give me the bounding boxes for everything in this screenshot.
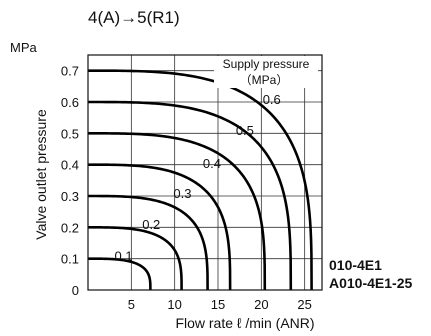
- curve-supply-0.3: [88, 194, 209, 291]
- y-axis-unit: MPa: [10, 40, 38, 55]
- y-tick-label: 0.2: [61, 220, 79, 235]
- y-tick-label: 0.3: [61, 189, 79, 204]
- legend-title: Supply pressure: [223, 57, 310, 71]
- x-tick-label: 10: [167, 297, 181, 312]
- x-tick-label: 5: [128, 297, 135, 312]
- y-tick-label: 0.4: [61, 158, 79, 173]
- y-axis-label: Valve outlet pressure: [33, 109, 49, 240]
- curve-label-0.5: 0.5: [236, 123, 254, 138]
- y-tick-label: 0: [72, 283, 79, 298]
- curve-label-0.1: 0.1: [114, 249, 132, 264]
- series-labels: 0.10.20.30.40.50.60.7: [114, 59, 307, 264]
- tick-labels: 5 10 15 20 25 0 0.1 0.2 0.3 0.4 0.5 0.6 0.7: [61, 64, 312, 312]
- curve-label-0.2: 0.2: [142, 217, 160, 232]
- model-number-2: A010-4E1-25: [329, 275, 412, 291]
- model-number-1: 010-4E1: [329, 257, 382, 273]
- legend: Supply pressure （MPa）: [214, 56, 318, 88]
- x-tick-label: 20: [254, 297, 268, 312]
- curve-label-0.4: 0.4: [203, 156, 221, 171]
- series-curves: [88, 69, 313, 291]
- curve-supply-0.5: [88, 132, 267, 291]
- curve-label-0.6: 0.6: [263, 92, 281, 107]
- y-tick-label: 0.7: [61, 64, 79, 79]
- plot-frame: [87, 54, 323, 291]
- y-tick-label: 0.1: [61, 252, 79, 267]
- x-tick-label: 25: [297, 297, 311, 312]
- curve-supply-0.4: [88, 163, 232, 291]
- x-axis-label: Flow rate ℓ /min (ANR): [175, 315, 314, 331]
- curve-supply-0.2: [88, 226, 183, 291]
- curve-supply-0.1: [88, 257, 152, 291]
- legend-unit: （MPa）: [240, 73, 289, 87]
- y-tick-label: 0.6: [61, 95, 79, 110]
- chart-title: 4(A)→5(R1): [88, 8, 180, 27]
- x-tick-label: 15: [211, 297, 225, 312]
- curve-supply-0.6: [88, 100, 293, 291]
- curve-supply-0.7: [88, 69, 313, 291]
- y-tick-label: 0.5: [61, 126, 79, 141]
- curve-label-0.3: 0.3: [173, 186, 191, 201]
- legend-background: [214, 56, 318, 88]
